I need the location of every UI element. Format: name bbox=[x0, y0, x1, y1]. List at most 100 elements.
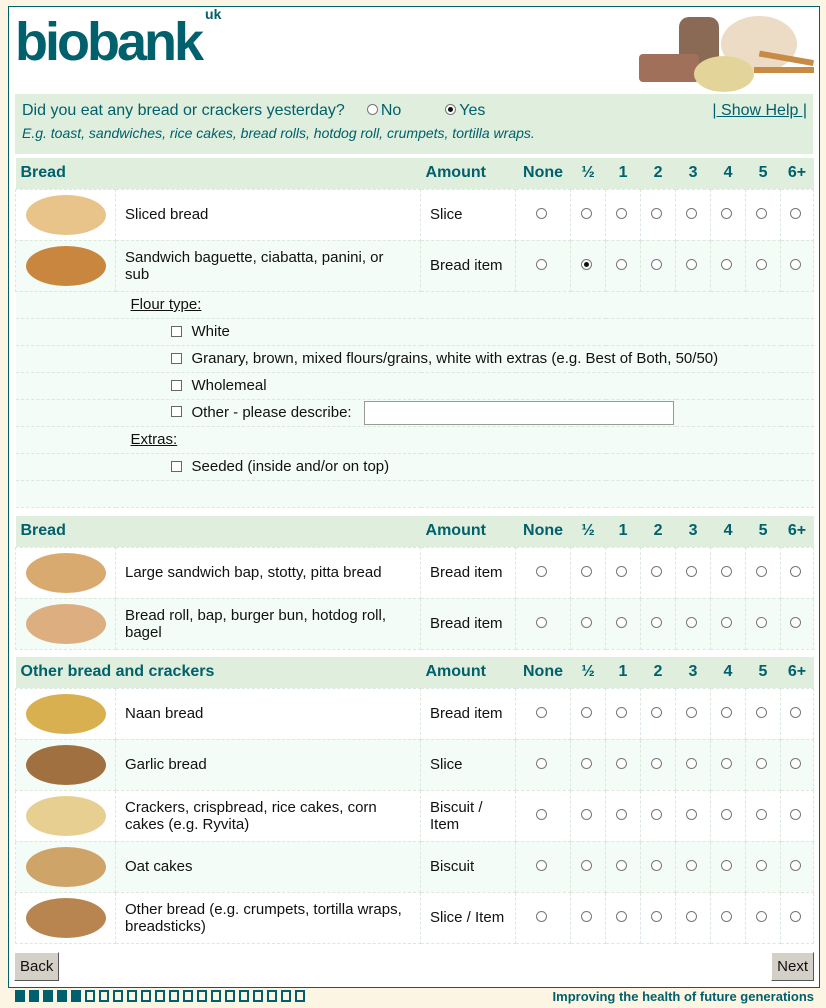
column-header: ½ bbox=[570, 516, 606, 547]
quantity-radio[interactable] bbox=[581, 259, 593, 270]
quantity-radio[interactable] bbox=[686, 860, 697, 871]
flour-checkbox[interactable] bbox=[170, 326, 182, 337]
quantity-radio[interactable] bbox=[686, 911, 697, 922]
progress-step bbox=[267, 990, 277, 1002]
quantity-radio[interactable] bbox=[536, 259, 548, 270]
quantity-radio[interactable] bbox=[651, 208, 663, 219]
quantity-radio[interactable] bbox=[581, 566, 593, 577]
quantity-radio[interactable] bbox=[756, 707, 767, 718]
quantity-radio[interactable] bbox=[790, 860, 801, 871]
progress-step bbox=[253, 990, 263, 1002]
option-yes[interactable]: Yes bbox=[445, 102, 485, 120]
radio-yes[interactable] bbox=[445, 104, 457, 115]
quantity-radio[interactable] bbox=[790, 566, 802, 577]
quantity-radio[interactable] bbox=[686, 566, 698, 577]
quantity-radio[interactable] bbox=[616, 911, 627, 922]
flour-checkbox[interactable] bbox=[170, 380, 182, 391]
quantity-radio[interactable] bbox=[756, 911, 767, 922]
quantity-radio[interactable] bbox=[581, 707, 592, 718]
quantity-radio[interactable] bbox=[536, 911, 547, 922]
quantity-radio[interactable] bbox=[536, 758, 547, 769]
quantity-radio[interactable] bbox=[581, 617, 593, 628]
quantity-radio[interactable] bbox=[536, 707, 547, 718]
quantity-radio[interactable] bbox=[721, 758, 732, 769]
quantity-radio[interactable] bbox=[721, 911, 732, 922]
flour-checkbox[interactable] bbox=[170, 353, 182, 364]
quantity-radio[interactable] bbox=[721, 617, 733, 628]
quantity-radio[interactable] bbox=[756, 259, 768, 270]
quantity-radio[interactable] bbox=[790, 758, 801, 769]
quantity-radio[interactable] bbox=[651, 566, 663, 577]
quantity-radio[interactable] bbox=[616, 860, 627, 871]
food-image bbox=[25, 693, 106, 734]
quantity-radio[interactable] bbox=[536, 809, 547, 820]
quantity-radio[interactable] bbox=[536, 617, 548, 628]
quantity-radio[interactable] bbox=[721, 208, 733, 219]
quantity-radio[interactable] bbox=[686, 259, 698, 270]
quantity-radio[interactable] bbox=[790, 259, 802, 270]
other-checkbox[interactable] bbox=[170, 406, 182, 418]
food-image bbox=[25, 245, 106, 286]
quantity-radio[interactable] bbox=[651, 911, 662, 922]
quantity-radio[interactable] bbox=[721, 860, 732, 871]
quantity-radio[interactable] bbox=[790, 208, 802, 219]
quantity-radio[interactable] bbox=[686, 617, 698, 628]
option-no[interactable]: No bbox=[366, 102, 401, 120]
quantity-radio[interactable] bbox=[790, 911, 801, 922]
quantity-radio[interactable] bbox=[651, 809, 662, 820]
other-describe-input[interactable] bbox=[363, 400, 674, 425]
column-header: 4 bbox=[710, 657, 746, 688]
quantity-radio[interactable] bbox=[790, 617, 802, 628]
quantity-radio[interactable] bbox=[790, 809, 801, 820]
quantity-radio[interactable] bbox=[756, 860, 767, 871]
quantity-radio[interactable] bbox=[756, 566, 768, 577]
radio-no[interactable] bbox=[366, 104, 378, 115]
column-header: 2 bbox=[640, 516, 676, 547]
quantity-radio[interactable] bbox=[756, 208, 768, 219]
progress-step bbox=[211, 990, 221, 1002]
quantity-radio[interactable] bbox=[651, 707, 662, 718]
quantity-radio[interactable] bbox=[581, 758, 592, 769]
quantity-radio[interactable] bbox=[721, 259, 733, 270]
quantity-radio[interactable] bbox=[616, 566, 628, 577]
food-amount: Bread item bbox=[420, 239, 517, 292]
quantity-radio[interactable] bbox=[581, 208, 593, 219]
quantity-radio[interactable] bbox=[721, 566, 733, 577]
seeded-checkbox[interactable] bbox=[170, 461, 182, 472]
column-header: 4 bbox=[710, 516, 746, 547]
food-row: Sliced bread Slice bbox=[15, 188, 815, 241]
quantity-radio[interactable] bbox=[686, 758, 697, 769]
quantity-radio[interactable] bbox=[581, 911, 592, 922]
quantity-radio[interactable] bbox=[686, 707, 697, 718]
quantity-radio[interactable] bbox=[756, 809, 767, 820]
quantity-radio[interactable] bbox=[616, 617, 628, 628]
quantity-radio[interactable] bbox=[790, 707, 801, 718]
quantity-radio[interactable] bbox=[686, 809, 697, 820]
quantity-radio[interactable] bbox=[651, 860, 662, 871]
show-help-link[interactable]: | Show Help | bbox=[712, 102, 807, 119]
quantity-radio[interactable] bbox=[616, 758, 627, 769]
quantity-radio[interactable] bbox=[686, 208, 698, 219]
quantity-radio[interactable] bbox=[756, 617, 768, 628]
quantity-radio[interactable] bbox=[536, 566, 548, 577]
quantity-radio[interactable] bbox=[756, 758, 767, 769]
quantity-radio[interactable] bbox=[581, 860, 592, 871]
quantity-radio[interactable] bbox=[651, 617, 663, 628]
quantity-radio[interactable] bbox=[721, 707, 732, 718]
quantity-radio[interactable] bbox=[536, 208, 548, 219]
progress-step bbox=[225, 990, 235, 1002]
quantity-radio[interactable] bbox=[616, 809, 627, 820]
quantity-radio[interactable] bbox=[721, 809, 732, 820]
quantity-radio[interactable] bbox=[616, 259, 628, 270]
food-image bbox=[25, 897, 106, 938]
next-button[interactable]: Next bbox=[771, 952, 814, 981]
survey-frame: biobank uk Did you eat any bread or crack… bbox=[8, 6, 820, 988]
quantity-radio[interactable] bbox=[616, 707, 627, 718]
food-row: Large sandwich bap, stotty, pitta bread B… bbox=[15, 546, 815, 599]
back-button[interactable]: Back bbox=[14, 952, 60, 981]
quantity-radio[interactable] bbox=[581, 809, 592, 820]
quantity-radio[interactable] bbox=[536, 860, 547, 871]
quantity-radio[interactable] bbox=[616, 208, 628, 219]
quantity-radio[interactable] bbox=[651, 259, 663, 270]
quantity-radio[interactable] bbox=[651, 758, 662, 769]
